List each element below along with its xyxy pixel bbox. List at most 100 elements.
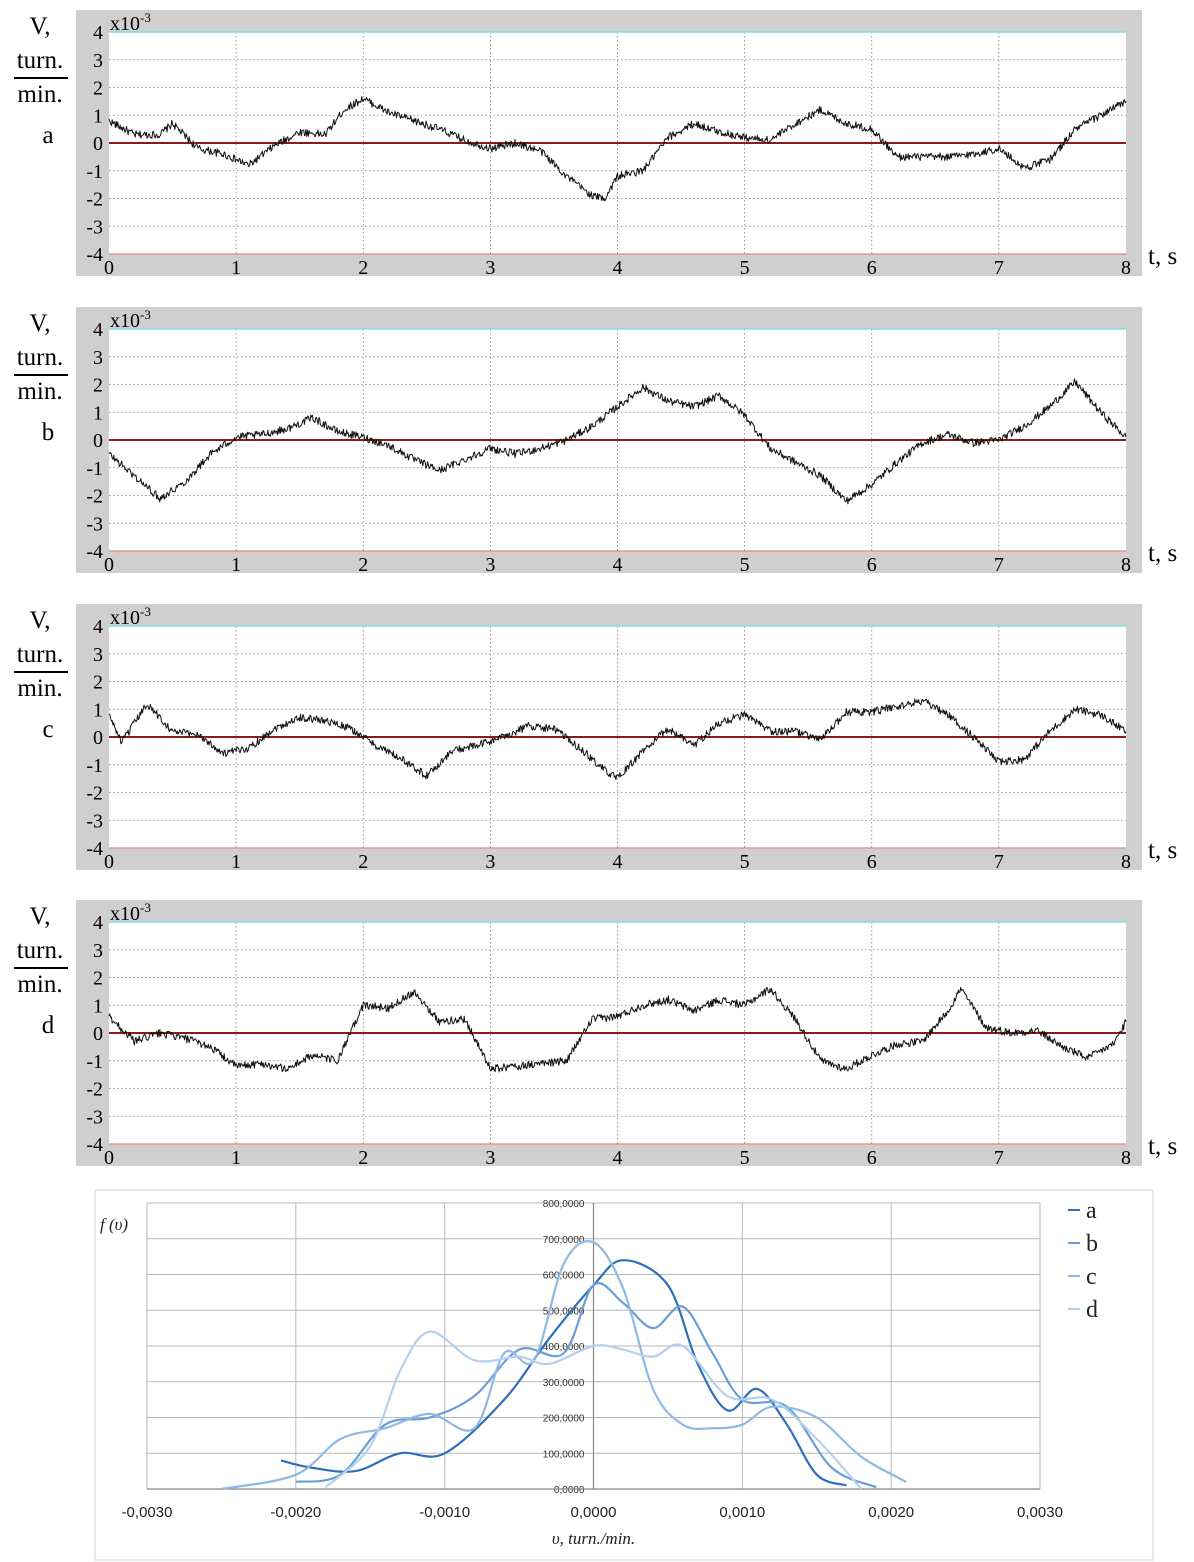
x-tick-label: 3	[485, 851, 495, 873]
y-label-v: V,	[29, 607, 50, 634]
panel-letter-a: a	[42, 122, 53, 149]
density-chart: -0,0030 -0,0020 -0,0010 0,0000 0,0010 0,0020 0…	[95, 1190, 1153, 1560]
exponent-power: -3	[140, 10, 151, 25]
x-tick-label: 8	[1121, 554, 1131, 576]
density-x-tick: 0,0020	[868, 1504, 914, 1521]
x-tick-label: 6	[867, 257, 877, 279]
y-tick-label: 3	[93, 347, 103, 369]
exponent-power: -3	[140, 604, 151, 619]
y-label-v: V,	[29, 13, 50, 40]
y-tick-label: 2	[93, 78, 103, 100]
x-tick-label: 0	[104, 851, 114, 873]
y-label-numerator: turn.	[17, 344, 64, 371]
density-y-tick: 800,0000	[543, 1199, 585, 1210]
x-tick-label: 6	[867, 1147, 877, 1169]
x-tick-label: 5	[740, 1147, 750, 1169]
y-label-v: V,	[29, 903, 50, 930]
y-label-denominator: min.	[17, 81, 62, 108]
density-x-tick: 0,0000	[571, 1504, 617, 1521]
x-tick-label: 0	[104, 257, 114, 279]
y-tick-label: -1	[86, 755, 103, 777]
y-tick-label: 3	[93, 644, 103, 666]
y-label-numerator: turn.	[17, 937, 64, 964]
y-tick-label: -3	[86, 513, 103, 535]
density-x-tick: 0,0030	[1017, 1504, 1063, 1521]
y-tick-label: -4	[86, 541, 103, 563]
x-tick-label: 6	[867, 851, 877, 873]
x-tick-label: 1	[231, 554, 241, 576]
x-tick-label: 2	[358, 554, 368, 576]
y-tick-label: 0	[93, 133, 103, 155]
density-y-tick: 200,0000	[543, 1414, 585, 1425]
density-y-tick: 600,0000	[543, 1271, 585, 1282]
y-tick-label: -2	[86, 1079, 103, 1101]
y-label-v: V,	[29, 310, 50, 337]
y-tick-label: -3	[86, 810, 103, 832]
y-tick-label: 1	[93, 402, 103, 424]
y-tick-label: -3	[86, 1106, 103, 1128]
y-tick-label: 2	[93, 375, 103, 397]
x-tick-label: 7	[994, 851, 1004, 873]
x-tick-label: 6	[867, 554, 877, 576]
x-tick-label: 2	[358, 1147, 368, 1169]
y-tick-label: 1	[93, 995, 103, 1017]
x-tick-label: 0	[104, 554, 114, 576]
x-axis-unit: t, s	[1148, 1133, 1177, 1160]
x-tick-label: 5	[740, 554, 750, 576]
y-tick-label: 3	[93, 940, 103, 962]
x-tick-label: 3	[485, 257, 495, 279]
legend-label-a: a	[1086, 1198, 1097, 1224]
legend-label-c: c	[1086, 1264, 1097, 1290]
y-tick-label: -2	[86, 189, 103, 211]
density-y-label: f (υ)	[100, 1215, 128, 1234]
density-x-label: υ, turn./min.	[552, 1529, 635, 1548]
x-tick-label: 1	[231, 851, 241, 873]
x-tick-label: 4	[613, 257, 623, 279]
y-tick-label: 4	[93, 319, 103, 341]
legend-label-b: b	[1086, 1231, 1098, 1257]
x-tick-label: 0	[104, 1147, 114, 1169]
y-tick-label: -4	[86, 838, 103, 860]
y-tick-label: -1	[86, 1051, 103, 1073]
density-frame	[95, 1190, 1153, 1560]
x-tick-label: 5	[740, 257, 750, 279]
x-tick-label: 7	[994, 1147, 1004, 1169]
x-axis-unit: t, s	[1148, 243, 1177, 270]
y-tick-label: 4	[93, 616, 103, 638]
x-tick-label: 2	[358, 851, 368, 873]
x-tick-label: 4	[613, 1147, 623, 1169]
x-tick-label: 3	[485, 554, 495, 576]
exponent-power: -3	[140, 307, 151, 322]
y-tick-label: -4	[86, 244, 103, 266]
y-tick-label: 0	[93, 430, 103, 452]
x-tick-label: 8	[1121, 851, 1131, 873]
y-tick-label: -4	[86, 1134, 103, 1156]
x-axis-unit: t, s	[1148, 837, 1177, 864]
y-tick-label: 0	[93, 1023, 103, 1045]
y-tick-label: -1	[86, 458, 103, 480]
y-tick-label: -2	[86, 486, 103, 508]
y-tick-label: 4	[93, 912, 103, 934]
y-label-denominator: min.	[17, 675, 62, 702]
y-tick-label: 0	[93, 727, 103, 749]
y-tick-label: 2	[93, 968, 103, 990]
y-tick-label: -3	[86, 216, 103, 238]
y-tick-label: 2	[93, 672, 103, 694]
y-label-numerator: turn.	[17, 47, 64, 74]
y-tick-label: -1	[86, 161, 103, 183]
x-tick-label: 2	[358, 257, 368, 279]
x-tick-label: 4	[613, 554, 623, 576]
x-tick-label: 4	[613, 851, 623, 873]
x-tick-label: 3	[485, 1147, 495, 1169]
y-tick-label: 1	[93, 105, 103, 127]
y-label-denominator: min.	[17, 378, 62, 405]
density-x-tick: 0,0010	[719, 1504, 765, 1521]
x-tick-label: 8	[1121, 1147, 1131, 1169]
density-x-tick: -0,0010	[419, 1504, 470, 1521]
density-y-tick: 100,0000	[543, 1449, 585, 1460]
